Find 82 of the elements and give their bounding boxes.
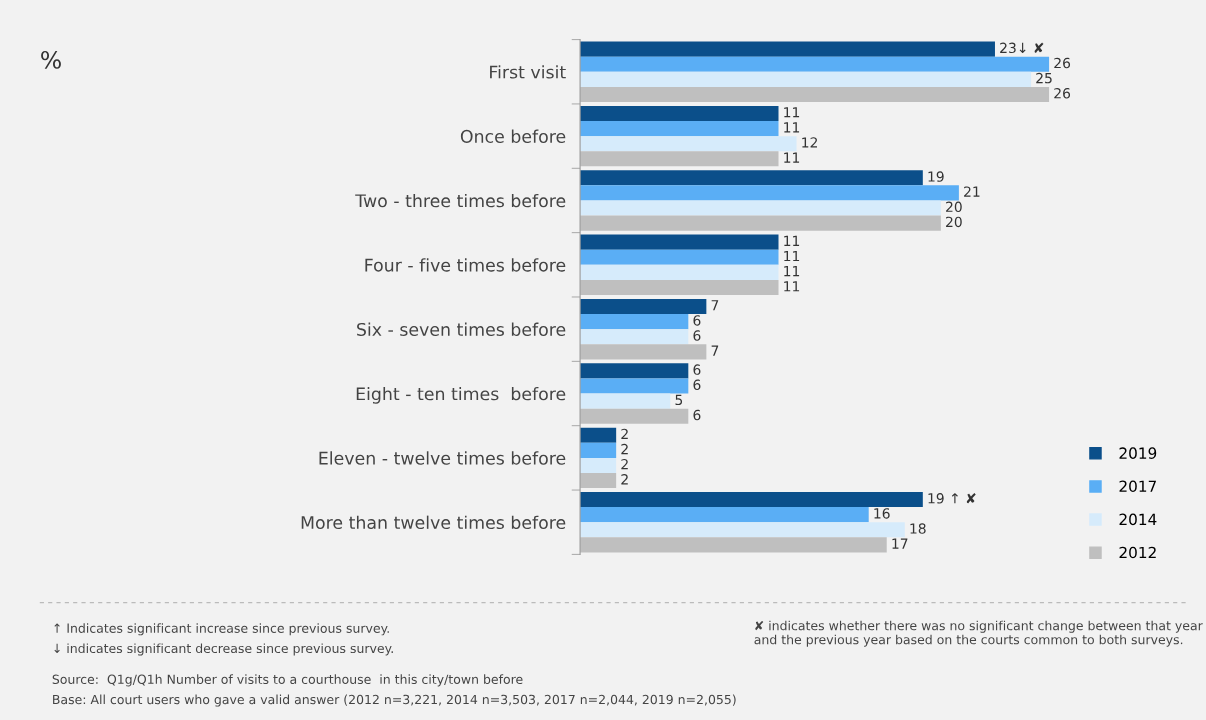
source-note: Source: Q1g/Q1h Number of visits to a courthouse in this city/town before xyxy=(52,674,523,687)
data-label: 11 xyxy=(784,235,800,246)
bar xyxy=(580,249,779,265)
bar xyxy=(580,105,779,121)
bar xyxy=(580,215,941,231)
data-label: 6 xyxy=(693,379,701,390)
data-label: 11 xyxy=(784,107,800,118)
y-tick-label: Eleven - twelve times before xyxy=(319,451,566,465)
data-label: 16 xyxy=(874,508,890,519)
bar xyxy=(580,522,905,538)
data-label: 20 xyxy=(946,201,962,213)
bar xyxy=(580,378,689,394)
data-label: 23↓ ✘ xyxy=(1000,42,1044,54)
legend-label: 2014 xyxy=(1119,513,1157,526)
data-label: 11 xyxy=(784,122,800,133)
bar xyxy=(580,200,941,216)
data-label: 11 xyxy=(784,250,800,262)
data-label: 6 xyxy=(693,364,701,375)
bar xyxy=(580,264,779,280)
bar xyxy=(580,457,617,473)
text: ↓ indicates significant decrease since previous survey. xyxy=(54,643,393,656)
y-tick-label: Two - three times before xyxy=(355,193,566,208)
text: % xyxy=(41,50,61,69)
data-label: 2 xyxy=(621,458,628,470)
bar xyxy=(580,136,797,152)
bar xyxy=(580,170,923,186)
bar xyxy=(580,393,671,409)
data-label: 2 xyxy=(621,428,628,440)
bar xyxy=(580,185,959,201)
bar xyxy=(580,537,887,553)
data-label: 11 xyxy=(784,152,800,163)
data-label: 18 xyxy=(910,523,926,534)
y-tick-label: First visit xyxy=(490,65,566,79)
legend-label: 2019 xyxy=(1119,447,1157,459)
bar xyxy=(580,473,617,489)
bar xyxy=(580,121,779,137)
bar xyxy=(580,442,617,458)
data-label: 6 xyxy=(693,315,701,326)
bar xyxy=(580,329,689,345)
legend-label: 2012 xyxy=(1119,546,1156,559)
data-label: 25 xyxy=(1036,72,1052,84)
bar xyxy=(580,314,689,330)
data-label: 26 xyxy=(1054,87,1071,99)
bar xyxy=(580,491,923,508)
y-tick-label: Eight - ten times before xyxy=(356,386,566,404)
bar xyxy=(580,234,779,250)
data-label: 21 xyxy=(964,186,980,197)
data-label: 6 xyxy=(693,409,701,421)
legend-label: 2017 xyxy=(1119,480,1156,493)
data-label: 11 xyxy=(784,266,800,277)
bar xyxy=(580,507,869,523)
bar xyxy=(580,86,1050,103)
data-label: 7 xyxy=(711,300,719,311)
data-label: 19 ↑ ✘ xyxy=(928,493,976,504)
bar xyxy=(580,408,689,424)
y-tick-label: More than twelve times before xyxy=(301,515,566,530)
data-label: 11 xyxy=(784,281,800,292)
bar xyxy=(580,151,779,167)
text: Base: All court users who gave a valid answer (2012 n=3,221, 2014 n=3,503, 2017 n=2,044, 2019 n=2,055) xyxy=(53,694,736,707)
data-label: 5 xyxy=(675,394,683,406)
data-label: 17 xyxy=(892,538,908,549)
bar xyxy=(580,71,1032,87)
data-label: 6 xyxy=(693,330,701,341)
bar xyxy=(580,427,617,443)
data-label: 2 xyxy=(621,443,628,455)
data-label: 20 xyxy=(946,216,962,228)
y-tick-label: Four - five times before xyxy=(365,258,566,272)
y-tick-label: Once before xyxy=(460,129,566,143)
text: ↑ Indicates significant increase since previous survey. xyxy=(54,623,389,636)
text: ✘ indicates whether there was no significant change between that year and the previous year based on the courts common to both surveys. xyxy=(754,620,1203,647)
bar xyxy=(580,279,779,296)
data-label: 7 xyxy=(711,345,719,356)
data-label: 19 xyxy=(928,171,944,182)
data-label: 26 xyxy=(1054,57,1071,69)
y-tick-label: Six - seven times before xyxy=(357,322,566,337)
bar xyxy=(580,344,707,360)
data-label: 12 xyxy=(802,137,817,148)
bar xyxy=(580,41,995,57)
data-label: 2 xyxy=(621,474,628,485)
bar xyxy=(580,56,1050,72)
bar xyxy=(580,298,707,315)
bar xyxy=(580,363,689,379)
